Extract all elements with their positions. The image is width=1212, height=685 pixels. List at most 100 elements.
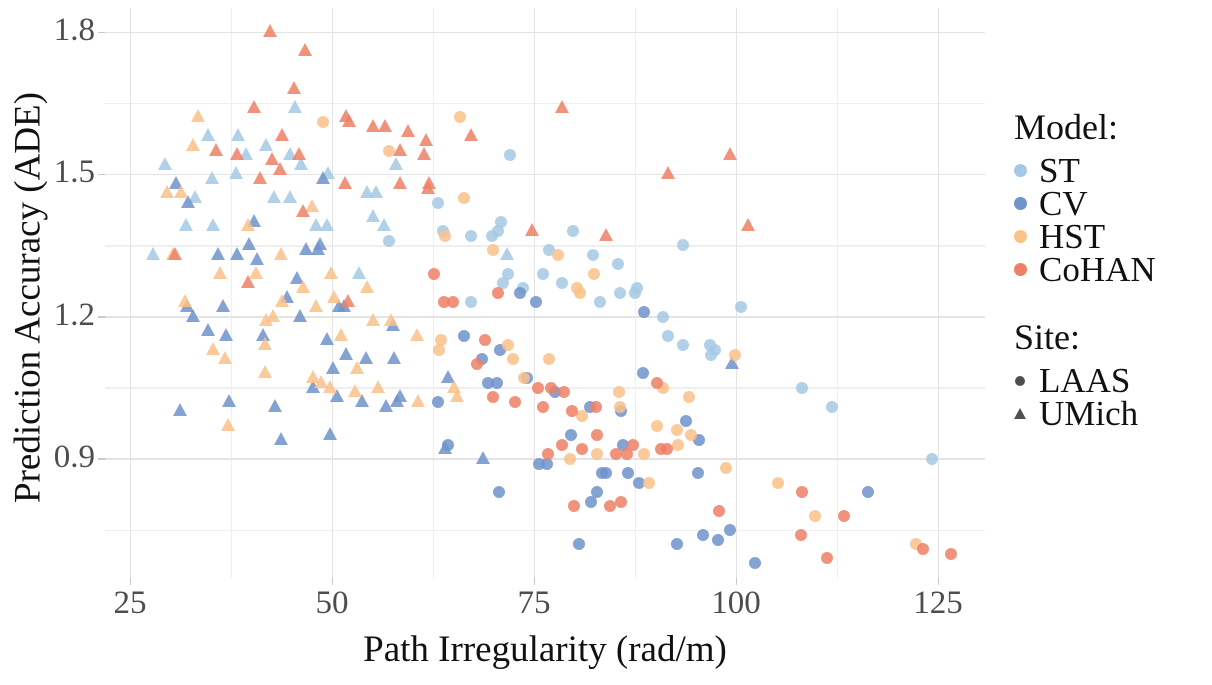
- data-point-cohan-laas: [447, 296, 460, 309]
- data-point-cv-umich: [241, 237, 256, 251]
- x-axis-tick-label: 25: [113, 585, 147, 621]
- data-point-hst-umich: [333, 327, 348, 341]
- legend-item-label: LAAS: [1039, 361, 1131, 400]
- y-axis-tick: [98, 316, 105, 318]
- y-axis-tick: [98, 458, 105, 460]
- data-point-cv-umich: [316, 171, 331, 185]
- data-point-cohan-laas: [796, 486, 809, 499]
- data-point-hst-umich: [410, 393, 425, 407]
- data-point-st-laas: [503, 149, 516, 162]
- data-point-cv-umich: [274, 431, 289, 445]
- data-point-st-umich: [287, 99, 302, 113]
- data-point-hst-laas: [543, 353, 556, 366]
- data-point-st-laas: [676, 239, 689, 252]
- legend-site-items: LAAS UMich: [1014, 361, 1212, 433]
- data-point-st-laas: [464, 229, 477, 242]
- data-point-cv-laas: [671, 538, 684, 551]
- data-point-hst-laas: [317, 116, 330, 129]
- data-point-cv-laas: [457, 329, 470, 342]
- data-point-hst-umich: [327, 289, 342, 303]
- data-point-cohan-umich: [392, 175, 407, 189]
- data-point-cohan-laas: [509, 395, 522, 408]
- data-point-cv-umich: [320, 332, 335, 346]
- data-point-hst-umich: [347, 384, 362, 398]
- data-point-hst-umich: [173, 185, 188, 199]
- data-point-cohan-umich: [417, 147, 432, 161]
- data-point-cohan-laas: [544, 381, 557, 394]
- data-point-hst-umich: [308, 299, 323, 313]
- data-point-cohan-umich: [366, 118, 381, 132]
- data-point-cohan-laas: [541, 448, 554, 461]
- data-point-cohan-laas: [575, 443, 588, 456]
- data-point-hst-laas: [809, 509, 822, 522]
- data-point-cohan-umich: [229, 147, 244, 161]
- data-point-cv-umich: [323, 427, 338, 441]
- data-point-hst-laas: [671, 438, 684, 451]
- data-point-hst-laas: [552, 248, 565, 261]
- data-point-cv-laas: [748, 557, 761, 570]
- data-point-cohan-laas: [532, 381, 545, 394]
- data-point-st-laas: [629, 286, 641, 299]
- data-point-hst-umich: [257, 365, 272, 379]
- data-point-cohan-laas: [916, 542, 929, 555]
- data-point-cohan-umich: [253, 171, 268, 185]
- data-point-cohan-umich: [598, 227, 613, 241]
- data-point-hst-laas: [575, 410, 588, 423]
- x-axis-tick: [129, 578, 132, 585]
- data-point-hst-laas: [587, 267, 600, 280]
- x-major-gridline: [533, 8, 536, 578]
- x-axis-tick-label: 50: [315, 585, 349, 621]
- data-point-cv-umich: [249, 251, 264, 265]
- data-point-cohan-umich: [400, 123, 415, 137]
- data-point-cv-umich: [221, 393, 236, 407]
- y-axis-tick-label: 1.5: [53, 154, 95, 191]
- data-point-cv-umich: [201, 322, 216, 336]
- x-minor-gridline: [836, 8, 839, 578]
- data-point-st-laas: [796, 381, 809, 394]
- data-point-cohan-umich: [418, 133, 433, 147]
- data-point-cohan-laas: [486, 391, 499, 404]
- data-point-cohan-laas: [615, 495, 628, 508]
- legend-item-label: UMich: [1039, 394, 1139, 433]
- data-point-hst-laas: [591, 448, 604, 461]
- y-axis-tick-label: 1.2: [53, 296, 95, 333]
- data-point-cohan-umich: [341, 294, 356, 308]
- data-point-cohan-umich: [524, 223, 539, 237]
- data-point-st-laas: [612, 258, 625, 271]
- data-point-hst-laas: [612, 386, 625, 399]
- data-point-cohan-laas: [838, 509, 851, 522]
- legend-item-hst: HST: [1014, 219, 1212, 254]
- data-point-hst-laas: [729, 348, 742, 361]
- y-major-gridline: [105, 173, 985, 176]
- data-point-hst-umich: [322, 379, 337, 393]
- data-point-cohan-laas: [491, 286, 504, 299]
- x-minor-gridline: [432, 8, 435, 578]
- data-point-cv-laas: [696, 528, 709, 541]
- data-point-hst-umich: [160, 185, 175, 199]
- data-point-hst-umich: [240, 218, 255, 232]
- data-point-cv-laas: [514, 286, 527, 299]
- data-point-st-umich: [266, 190, 281, 203]
- st-swatch-icon: [1014, 164, 1027, 177]
- data-point-hst-laas: [772, 476, 785, 489]
- data-point-cv-umich: [476, 450, 491, 464]
- data-point-st-laas: [594, 296, 607, 309]
- legend-item-laas: LAAS: [1014, 361, 1212, 400]
- data-point-cv-laas: [712, 533, 725, 546]
- data-point-st-umich: [228, 166, 243, 180]
- x-axis-tick: [735, 578, 738, 585]
- data-point-hst-umich: [177, 294, 192, 308]
- data-point-st-umich: [499, 246, 514, 260]
- data-point-cv-umich: [211, 246, 226, 260]
- x-axis-tick: [937, 578, 940, 585]
- data-point-hst-laas: [671, 424, 684, 437]
- data-point-st-laas: [491, 225, 504, 238]
- y-axis-tick: [98, 31, 105, 34]
- data-point-cv-umich: [389, 393, 404, 407]
- data-point-st-laas: [464, 296, 477, 309]
- data-point-hst-laas: [453, 111, 466, 124]
- data-point-st-umich: [282, 190, 297, 203]
- data-point-cv-laas: [621, 467, 634, 480]
- data-point-hst-umich: [359, 280, 374, 294]
